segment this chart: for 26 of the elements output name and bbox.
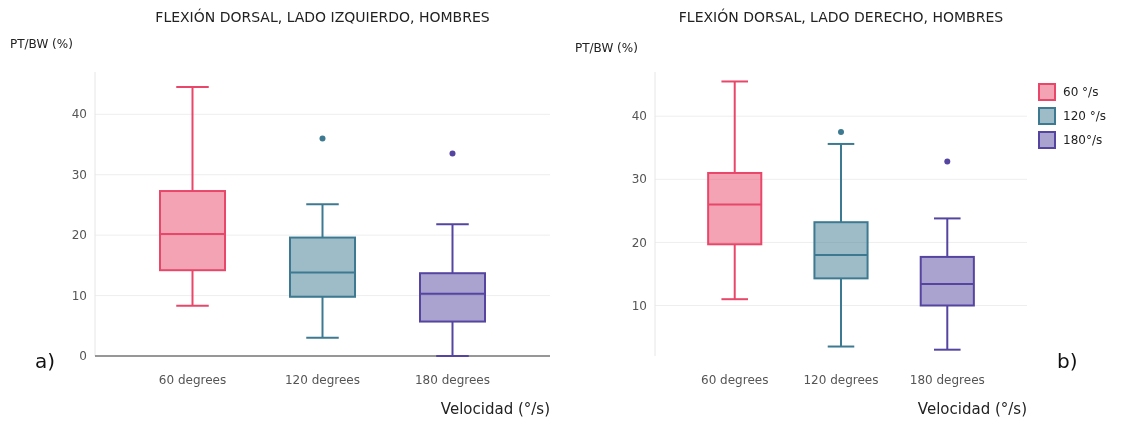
y-tick-label: 30 (71, 167, 87, 182)
x-tick-label: 60 degrees (158, 373, 227, 387)
x-tick-label: 120 degrees (803, 373, 879, 387)
y-tick-label: 40 (631, 109, 647, 124)
y-axis-title: PT/BW (%) (10, 37, 73, 51)
x-tick-label: 120 degrees (284, 373, 361, 387)
chart-title: FLEXIÓN DORSAL, LADO IZQUIERDO, HOMBRES (155, 8, 490, 25)
y-tick-label: 20 (631, 235, 647, 250)
legend-label: 120 °/s (1063, 109, 1107, 124)
x-tick-label: 180 degrees (909, 373, 985, 387)
x-axis-title: Velocidad (°/s) (917, 400, 1027, 418)
y-tick-label: 10 (71, 288, 87, 303)
y-tick-label: 30 (631, 172, 647, 187)
x-tick-label: 180 degrees (414, 373, 491, 387)
text: b) (1057, 349, 1078, 373)
legend-label: 180°/s (1063, 133, 1103, 148)
text: a) (35, 349, 56, 373)
chart-title: FLEXIÓN DORSAL, LADO DERECHO, HOMBRES (678, 8, 1004, 25)
x-axis-title: Velocidad (°/s) (440, 400, 550, 418)
y-tick-label: 40 (71, 107, 87, 122)
legend-label: 60 °/s (1063, 85, 1099, 100)
x-tick-label: 60 degrees (701, 373, 769, 387)
y-tick-label: 20 (71, 228, 87, 243)
y-tick-label: 10 (631, 298, 647, 313)
y-axis-title: PT/BW (%) (575, 41, 638, 55)
y-tick-label: 0 (79, 349, 87, 364)
